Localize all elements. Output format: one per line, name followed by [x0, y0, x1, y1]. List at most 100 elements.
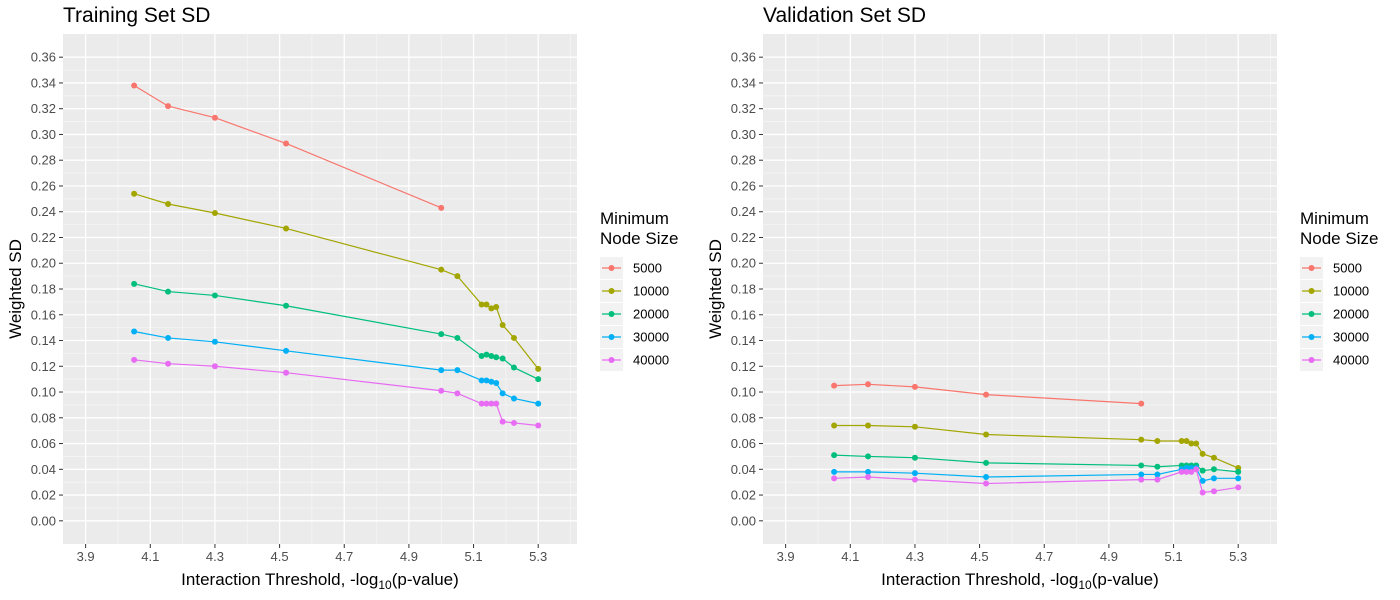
data-point-10000: [535, 365, 542, 372]
data-point-20000: [493, 354, 500, 361]
data-point-10000: [483, 301, 490, 308]
data-point-20000: [283, 302, 290, 309]
x-tick-label: 4.9: [400, 549, 418, 564]
y-tick-label: 0.02: [731, 488, 756, 503]
data-point-40000: [1154, 476, 1161, 483]
data-point-40000: [535, 422, 542, 429]
y-tick-label: 0.12: [731, 359, 756, 374]
data-point-20000: [1138, 462, 1145, 469]
data-point-20000: [911, 454, 918, 461]
training-chart: Training Set SD 0.00 0.02 0.04 0.06 0.08 0.10…: [6, 4, 678, 592]
data-point-30000: [478, 377, 485, 384]
data-point-30000: [211, 338, 218, 345]
x-tick-label: 4.3: [906, 549, 924, 564]
data-point-30000: [483, 377, 490, 384]
data-point-40000: [488, 400, 495, 407]
y-tick-label: 0.08: [31, 410, 56, 425]
y-tick-label: 0.16: [31, 307, 56, 322]
chart-title: Validation Set SD: [763, 4, 926, 27]
data-point-30000: [535, 400, 542, 407]
data-point-30000: [983, 474, 990, 481]
legend-label-30000: 30000: [1333, 330, 1369, 345]
data-point-20000: [165, 288, 172, 295]
y-tick-label: 0.06: [31, 436, 56, 451]
data-point-10000: [438, 266, 445, 273]
y-tick-label: 0.22: [731, 230, 756, 245]
y-tick-label: 0.24: [31, 204, 56, 219]
x-tick-label: 4.1: [141, 549, 159, 564]
data-point-30000: [131, 328, 138, 335]
data-point-20000: [454, 334, 461, 341]
y-tick-label: 0.18: [731, 282, 756, 297]
data-point-10000: [865, 422, 872, 429]
legend-point-20000: [608, 311, 615, 317]
legend-point-5000: [1308, 265, 1315, 271]
y-tick-label: 0.34: [31, 75, 56, 90]
data-point-20000: [1235, 468, 1242, 475]
legend-label-20000: 20000: [633, 307, 669, 322]
validation-chart: Validation Set SD 0.00 0.02 0.04 0.06 0.08 0.…: [706, 4, 1378, 592]
x-tick-label: 5.1: [465, 549, 483, 564]
legend-title: Node Size: [1300, 229, 1378, 248]
legend-point-40000: [1308, 357, 1315, 363]
data-point-10000: [499, 322, 506, 329]
data-point-10000: [1188, 440, 1195, 447]
data-point-40000: [483, 400, 490, 407]
data-point-40000: [1193, 466, 1200, 473]
data-point-20000: [1154, 463, 1161, 470]
y-tick-label: 0.10: [731, 385, 756, 400]
data-point-20000: [488, 352, 495, 359]
y-axis-title: Weighted SD: [6, 239, 25, 339]
legend-label-5000: 5000: [1333, 261, 1362, 276]
y-tick-label: 0.10: [31, 385, 56, 400]
legend-title: Minimum: [1300, 209, 1369, 228]
data-point-10000: [1178, 437, 1185, 444]
y-tick-label: 0.36: [31, 50, 56, 65]
legend-label-40000: 40000: [1333, 353, 1369, 368]
y-tick-label: 0.22: [31, 230, 56, 245]
y-tick-label: 0.32: [731, 101, 756, 116]
data-point-5000: [911, 383, 918, 390]
data-point-10000: [478, 301, 485, 308]
x-tick-label: 3.9: [777, 549, 795, 564]
data-point-20000: [983, 459, 990, 466]
data-point-40000: [1138, 476, 1145, 483]
data-point-10000: [131, 190, 138, 197]
y-tick-label: 0.28: [31, 153, 56, 168]
data-point-10000: [454, 273, 461, 280]
data-point-30000: [1210, 475, 1217, 482]
data-point-40000: [911, 476, 918, 483]
data-point-10000: [510, 334, 517, 341]
legend-label-10000: 10000: [1333, 284, 1369, 299]
data-point-30000: [165, 334, 172, 341]
legend-point-20000: [1308, 311, 1315, 317]
data-point-5000: [1138, 400, 1145, 407]
data-point-30000: [438, 367, 445, 374]
data-point-20000: [438, 331, 445, 338]
data-point-20000: [478, 352, 485, 359]
data-point-40000: [1235, 484, 1242, 491]
data-point-30000: [488, 378, 495, 385]
y-tick-label: 0.04: [31, 462, 56, 477]
data-point-30000: [911, 470, 918, 477]
data-point-20000: [510, 364, 517, 371]
data-point-20000: [535, 376, 542, 383]
y-tick-label: 0.06: [731, 436, 756, 451]
y-tick-label: 0.08: [731, 410, 756, 425]
legend-point-10000: [1308, 288, 1315, 294]
y-tick-label: 0.26: [731, 178, 756, 193]
legend-label-30000: 30000: [633, 330, 669, 345]
data-point-20000: [1210, 466, 1217, 473]
data-point-40000: [211, 363, 218, 370]
legend-label-20000: 20000: [1333, 307, 1369, 322]
data-point-30000: [493, 380, 500, 387]
data-point-20000: [211, 292, 218, 299]
data-point-20000: [865, 453, 872, 460]
data-point-5000: [283, 140, 290, 147]
data-point-10000: [831, 422, 838, 429]
data-point-10000: [1154, 437, 1161, 444]
x-tick-label: 4.9: [1100, 549, 1118, 564]
data-point-30000: [1199, 477, 1206, 484]
data-point-10000: [488, 305, 495, 312]
x-tick-label: 5.3: [1229, 549, 1247, 564]
